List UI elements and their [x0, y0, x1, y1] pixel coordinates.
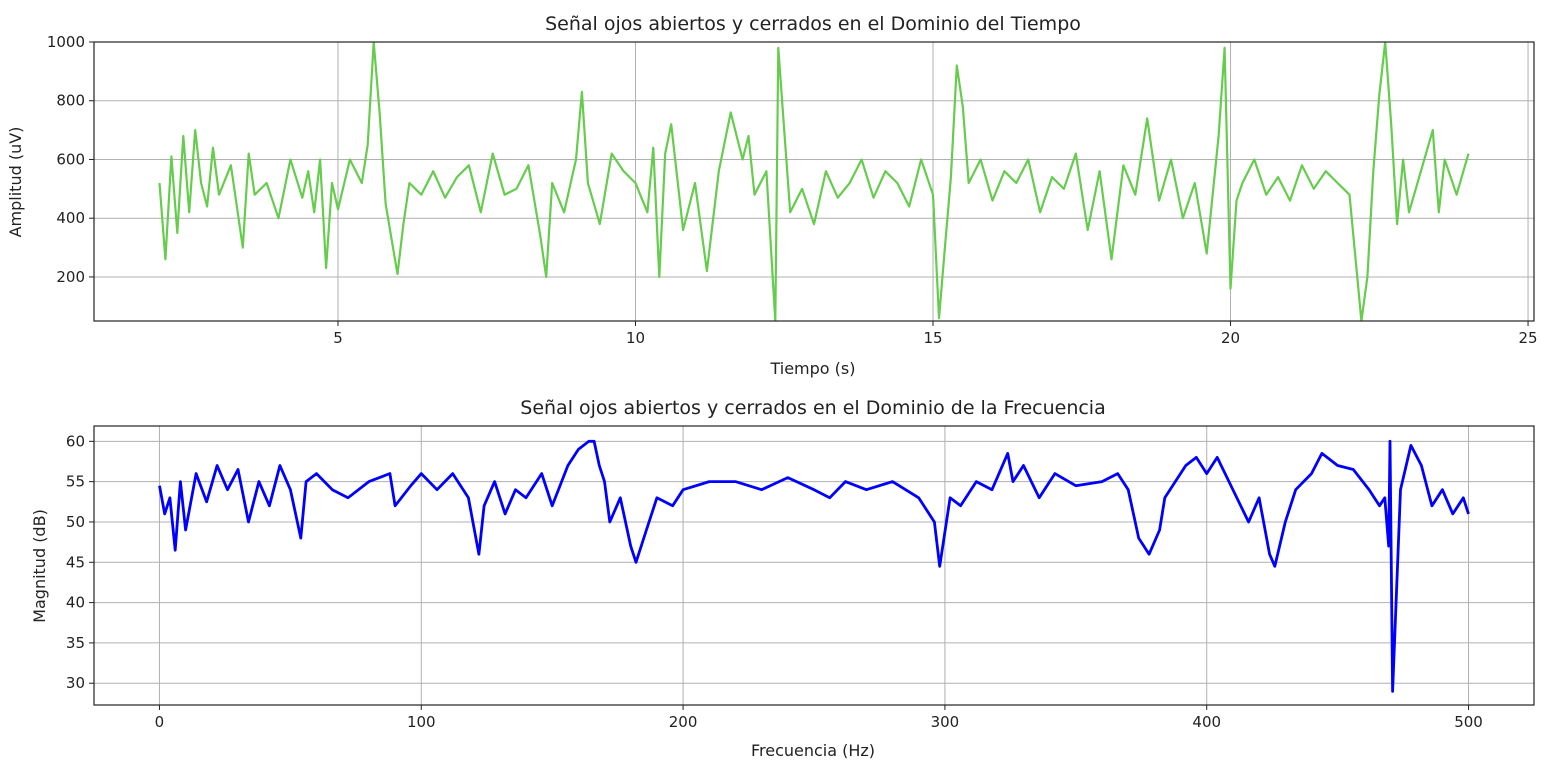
freq-chart-frame — [93, 425, 1535, 706]
time-xtick-label: 15 — [923, 329, 942, 347]
freq-chart-xlabel: Frecuencia (Hz) — [751, 741, 875, 760]
freq-xtick-label: 200 — [669, 713, 698, 731]
time-xtick-label: 10 — [626, 329, 645, 347]
time-domain-chart: Señal ojos abiertos y cerrados en el Dom… — [6, 13, 1538, 378]
time-ytick-label: 200 — [56, 268, 85, 286]
freq-ytick-label: 40 — [66, 594, 85, 612]
freq-ytick-label: 45 — [66, 553, 85, 571]
freq-ytick-label: 30 — [66, 674, 85, 692]
time-xtick-label: 5 — [333, 329, 343, 347]
freq-xtick-label: 0 — [155, 713, 165, 731]
freq-ytick-label: 60 — [66, 432, 85, 450]
freq-ytick-label: 50 — [66, 513, 85, 531]
freq-ytick-label: 55 — [66, 473, 85, 491]
time-series-line — [158, 42, 1470, 321]
time-ytick-label: 400 — [56, 209, 85, 227]
freq-chart-ylabel: Magnitud (dB) — [30, 509, 49, 623]
time-xtick-label: 20 — [1221, 329, 1240, 347]
freq-xtick-label: 400 — [1192, 713, 1221, 731]
freq-xtick-label: 100 — [407, 713, 436, 731]
freq-ytick-label: 35 — [66, 634, 85, 652]
time-chart-title: Señal ojos abiertos y cerrados en el Dom… — [545, 13, 1081, 35]
time-ytick-label: 600 — [56, 150, 85, 168]
freq-xtick-label: 500 — [1454, 713, 1483, 731]
time-xtick-label: 25 — [1519, 329, 1538, 347]
time-chart-xlabel: Tiempo (s) — [769, 359, 855, 378]
time-ytick-label: 1000 — [47, 33, 85, 51]
freq-series-line — [158, 439, 1470, 693]
freq-chart-title: Señal ojos abiertos y cerrados en el Dom… — [520, 397, 1105, 419]
frequency-domain-chart: Señal ojos abiertos y cerrados en el Dom… — [30, 397, 1535, 760]
freq-xtick-label: 300 — [931, 713, 960, 731]
time-ytick-label: 800 — [56, 92, 85, 110]
time-chart-frame — [93, 41, 1535, 322]
time-chart-ylabel: Amplitud (uV) — [6, 127, 25, 238]
